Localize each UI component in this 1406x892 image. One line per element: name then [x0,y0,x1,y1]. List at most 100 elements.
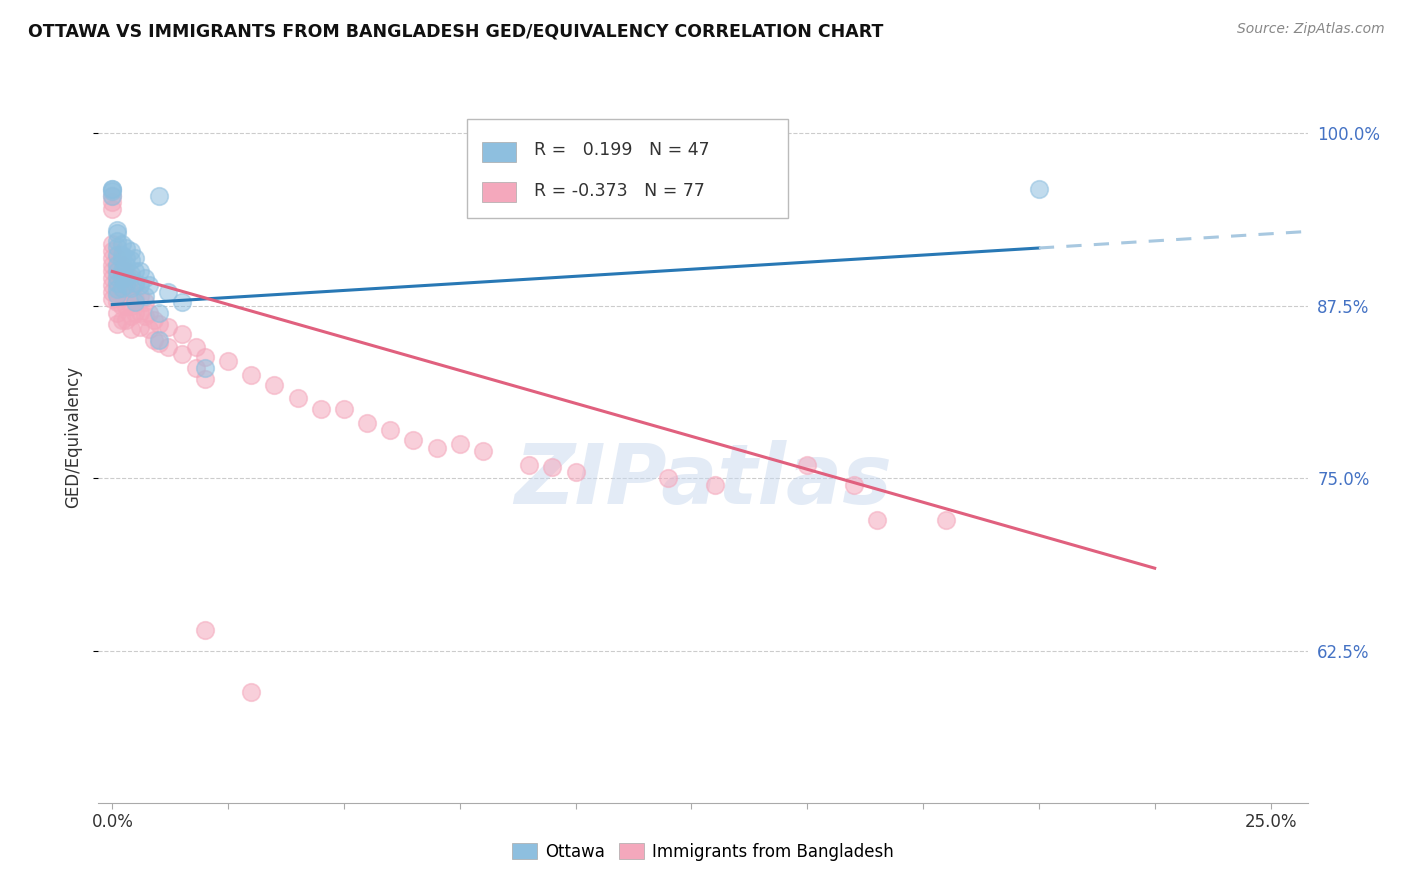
Point [115,251,138,265]
Point [105,285,128,300]
Point [184,361,207,376]
Point [120,253,142,268]
Point [101,182,124,196]
Point [115,258,138,272]
Point [105,239,128,253]
Point [110,264,132,278]
Point [263,377,285,392]
Point [402,433,425,447]
Point [105,294,128,309]
Point [129,306,152,320]
Point [471,443,494,458]
Point [120,309,142,323]
Point [101,188,124,202]
Text: R =   0.199   N = 47: R = 0.199 N = 47 [534,141,710,159]
Point [657,471,679,485]
Point [138,322,160,336]
Point [120,299,142,313]
Point [148,188,170,202]
Point [124,251,146,265]
Point [184,340,207,354]
Point [148,336,170,351]
Point [101,182,124,196]
Point [105,270,128,285]
Point [156,340,179,354]
Point [129,278,152,293]
Point [110,248,132,262]
Point [115,276,138,290]
Point [101,264,124,278]
Point [124,294,146,309]
Point [240,368,263,382]
Point [105,264,128,278]
Point [129,319,152,334]
Point [120,271,142,285]
Point [517,458,540,472]
Point [110,299,132,313]
Point [110,288,132,302]
Point [124,278,146,293]
Point [101,236,124,251]
Point [143,334,166,348]
Point [105,282,128,296]
Text: ZIPatlas: ZIPatlas [515,441,891,522]
Point [120,281,142,295]
Point [120,322,142,336]
Point [110,236,132,251]
Point [110,253,132,268]
Point [101,251,124,265]
Legend: Ottawa, Immigrants from Bangladesh: Ottawa, Immigrants from Bangladesh [506,837,900,868]
Text: R = -0.373   N = 77: R = -0.373 N = 77 [534,182,704,200]
Point [110,312,132,326]
Point [115,288,138,302]
Point [866,513,889,527]
Point [148,317,170,331]
Point [935,513,957,527]
Point [101,185,124,199]
Point [564,465,586,479]
Point [110,278,132,293]
Point [115,312,138,326]
Point [156,285,179,300]
Point [110,268,132,283]
Point [101,202,124,217]
Point [110,271,132,285]
Point [105,278,128,293]
Point [105,288,128,302]
Point [105,264,128,278]
Point [703,478,725,492]
Point [240,685,263,699]
Text: OTTAWA VS IMMIGRANTS FROM BANGLADESH GED/EQUIVALENCY CORRELATION CHART: OTTAWA VS IMMIGRANTS FROM BANGLADESH GED… [28,22,883,40]
Point [1028,182,1050,196]
Point [101,292,124,306]
Point [138,306,160,320]
Point [124,292,146,306]
FancyBboxPatch shape [482,182,516,202]
Point [105,226,128,240]
Point [115,270,138,285]
FancyBboxPatch shape [467,119,787,218]
FancyBboxPatch shape [482,142,516,162]
Point [105,271,128,285]
Point [120,267,142,281]
Point [541,460,564,475]
Point [194,361,217,376]
Point [449,437,471,451]
Point [148,306,170,320]
Point [101,188,124,202]
Point [796,458,818,472]
Point [156,319,179,334]
Point [105,306,128,320]
Point [101,271,124,285]
Point [120,244,142,258]
Point [101,258,124,272]
Point [105,258,128,272]
Point [426,441,449,455]
Point [170,326,193,341]
Point [380,423,402,437]
Point [217,354,239,368]
Point [124,264,146,278]
Point [101,278,124,293]
Point [541,182,564,196]
Y-axis label: GED/Equivalency: GED/Equivalency [65,366,83,508]
